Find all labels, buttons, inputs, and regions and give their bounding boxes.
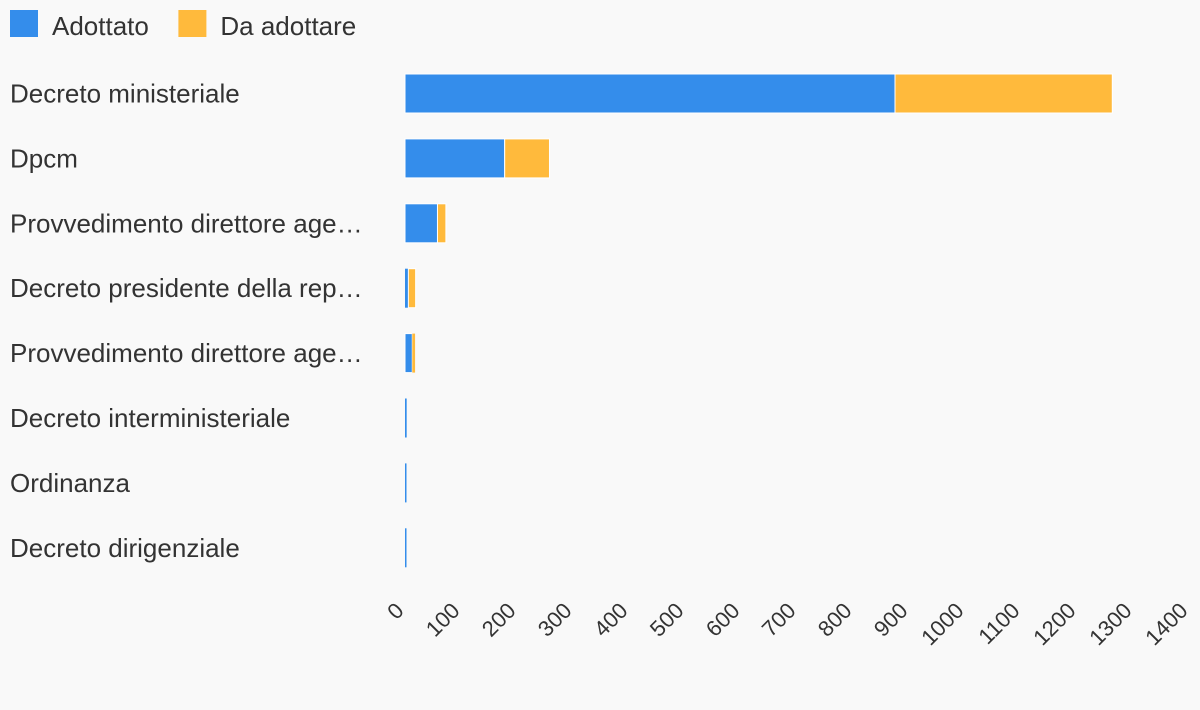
category-label: Provvedimento direttore age… xyxy=(10,208,363,238)
legend-label-0: Adottato xyxy=(52,11,149,41)
bar-da-adottare xyxy=(412,333,416,373)
bar-da-adottare xyxy=(894,73,1113,114)
x-tick-label: 0 xyxy=(382,598,408,624)
x-tick-label: 1200 xyxy=(1028,598,1080,650)
category-label: Decreto dirigenziale xyxy=(10,533,240,563)
x-tick-label: 500 xyxy=(645,598,689,642)
x-tick-label: 1100 xyxy=(973,598,1024,649)
x-tick-label: 1400 xyxy=(1140,598,1192,650)
x-tick-label: 200 xyxy=(477,598,521,642)
x-tick-label: 700 xyxy=(757,598,801,642)
bar-da-adottare xyxy=(504,138,550,179)
category-label: Decreto presidente della rep… xyxy=(10,273,363,303)
x-tick-label: 1000 xyxy=(916,598,968,650)
category-label: Dpcm xyxy=(10,143,78,173)
x-axis: 0 100 200 300 400 500 600 700 800 900 1000 1100 1200… xyxy=(382,598,1192,650)
bars xyxy=(404,73,1113,568)
bar-adottato xyxy=(405,463,407,503)
bar-adottato xyxy=(404,203,438,244)
category-label: Provvedimento direttore age… xyxy=(10,338,363,368)
x-tick-label: 600 xyxy=(701,598,745,642)
legend-label-1: Da adottare xyxy=(220,11,356,41)
x-tick-label: 100 xyxy=(421,598,465,642)
category-label: Ordinanza xyxy=(10,468,130,498)
bar-adottato xyxy=(404,73,896,114)
category-label: Decreto ministeriale xyxy=(10,79,240,109)
legend-swatch-1 xyxy=(178,10,207,37)
x-tick-label: 800 xyxy=(813,598,857,642)
legend: Adottato Da adottare xyxy=(10,10,356,41)
legend-swatch-0 xyxy=(10,10,38,37)
x-tick-label: 300 xyxy=(533,598,577,642)
category-label: Decreto interministeriale xyxy=(10,403,290,433)
bar-da-adottare xyxy=(407,268,417,309)
bar-adottato xyxy=(405,268,409,308)
bar-adottato xyxy=(404,333,413,374)
bar-adottato xyxy=(405,398,407,438)
bar-adottato xyxy=(404,138,506,179)
x-tick-label: 900 xyxy=(869,598,913,642)
x-tick-label: 400 xyxy=(589,598,633,642)
bar-adottato xyxy=(405,528,407,568)
category-labels: Decreto ministeriale Dpcm Provvedimento di… xyxy=(10,79,363,563)
bar-da-adottare xyxy=(436,203,447,244)
x-tick-label: 1300 xyxy=(1084,598,1136,650)
